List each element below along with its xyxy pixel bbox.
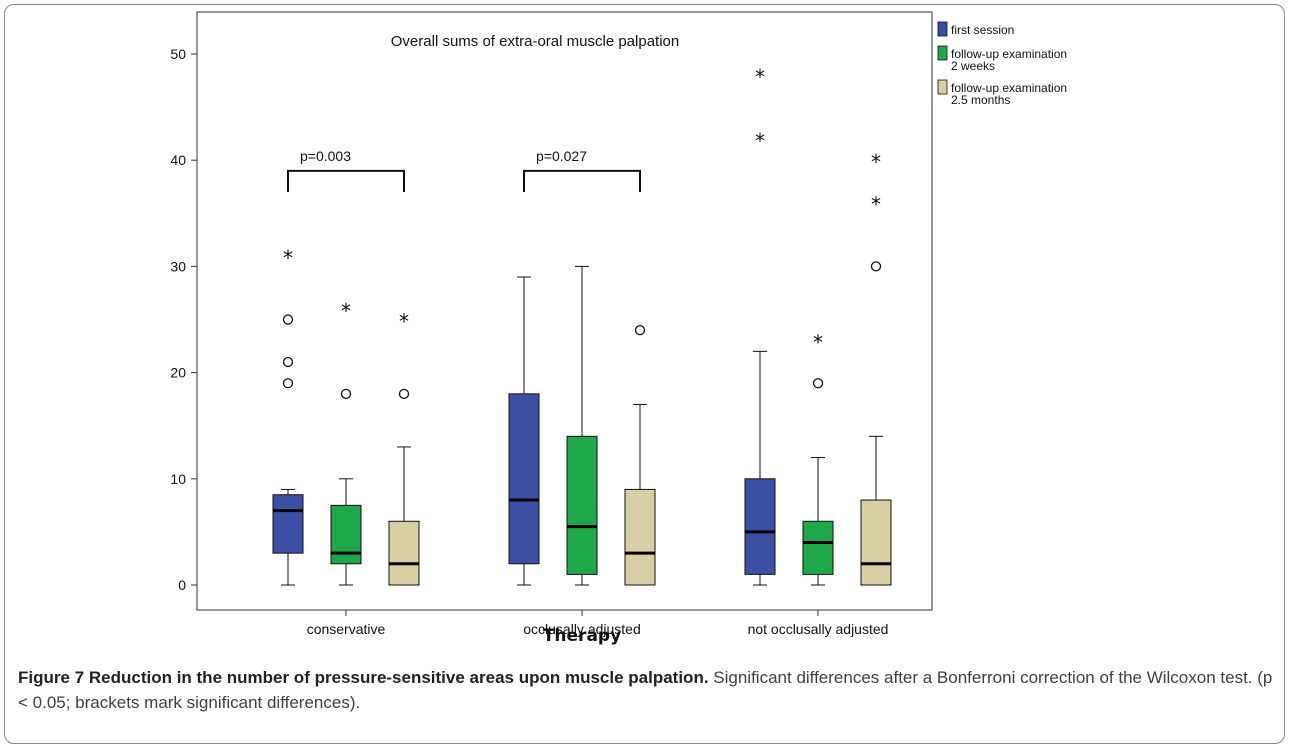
extreme-point: * — [871, 150, 881, 174]
bracket-line — [523, 169, 641, 193]
extreme-point: * — [399, 310, 409, 334]
y-tick-label: 0 — [178, 577, 186, 593]
box-plot: * — [802, 331, 834, 586]
legend-label: 2 weeks — [951, 59, 995, 73]
box — [744, 478, 776, 575]
legend-label: first session — [951, 23, 1014, 37]
x-axis-label: Therapy — [543, 626, 621, 646]
box — [624, 488, 656, 586]
extreme-point: * — [283, 246, 293, 270]
y-tick-label: 40 — [170, 152, 186, 168]
box-plot — [508, 276, 540, 586]
caption-text: Significant differences after a Bonferro… — [18, 668, 1273, 712]
p-value-label: p=0.003 — [300, 148, 351, 164]
significance-bracket: p=0.003 — [287, 148, 405, 193]
legend-swatch — [937, 45, 948, 61]
box-plot: * — [330, 299, 362, 586]
outlier-point — [340, 388, 352, 399]
box-plot — [624, 324, 656, 586]
box-plot-chart: Overall sums of extra-oral muscle palpat… — [170, 11, 1067, 646]
y-tick-label: 30 — [170, 258, 186, 274]
caption-label: Figure 7 — [18, 668, 85, 687]
box — [272, 494, 304, 554]
outlier-point — [870, 261, 882, 272]
x-tick-label: occlusally adjusted — [523, 621, 641, 637]
outlier-point — [282, 378, 294, 389]
box — [566, 435, 598, 575]
box-plot: * — [272, 246, 304, 586]
outlier-point — [282, 314, 294, 325]
x-tick-label: not occlusally adjusted — [748, 621, 889, 637]
legend-label: 2.5 months — [951, 93, 1010, 107]
box-plot: ** — [744, 65, 776, 586]
extreme-point: * — [755, 65, 765, 89]
legend-entry: first session — [937, 21, 1014, 37]
legend-swatch — [937, 79, 948, 95]
y-tick-label: 50 — [170, 46, 186, 62]
extreme-point: * — [341, 299, 351, 323]
bracket-line — [287, 169, 405, 193]
outlier-point — [398, 388, 410, 399]
significance-bracket: p=0.027 — [523, 148, 641, 193]
outlier-point — [634, 324, 646, 336]
figure-caption: Figure 7 Reduction in the number of pres… — [18, 665, 1273, 715]
box — [508, 393, 540, 565]
box — [860, 499, 892, 586]
box — [388, 520, 420, 586]
x-tick-label: conservative — [307, 621, 386, 637]
y-tick-label: 10 — [170, 471, 186, 487]
box-plot: ** — [860, 150, 892, 586]
extreme-point: * — [755, 129, 765, 153]
plot-area — [196, 11, 933, 611]
significance-brackets: p=0.003 p=0.027 — [287, 148, 641, 193]
box — [802, 520, 834, 575]
outlier-point — [282, 356, 294, 368]
p-value-label: p=0.027 — [536, 148, 587, 164]
caption-title: Reduction in the number of pressure-sens… — [88, 668, 709, 687]
box — [330, 504, 362, 565]
outlier-point — [812, 378, 824, 389]
chart-title: Overall sums of extra-oral muscle palpat… — [391, 33, 679, 50]
box-plot: * — [388, 310, 420, 586]
legend-label: follow-up examination — [951, 47, 1067, 61]
extreme-point: * — [871, 193, 881, 217]
y-axis: 0 10 20 30 40 50 — [170, 46, 197, 593]
extreme-point: * — [813, 331, 823, 355]
legend-label: follow-up examination — [951, 81, 1067, 95]
x-axis: conservative occlusally adjusted not occlu… — [307, 610, 889, 637]
box-series: ******** — [272, 65, 892, 586]
y-tick-label: 20 — [170, 365, 186, 381]
legend-swatch — [937, 21, 948, 37]
box-plot — [566, 265, 598, 586]
